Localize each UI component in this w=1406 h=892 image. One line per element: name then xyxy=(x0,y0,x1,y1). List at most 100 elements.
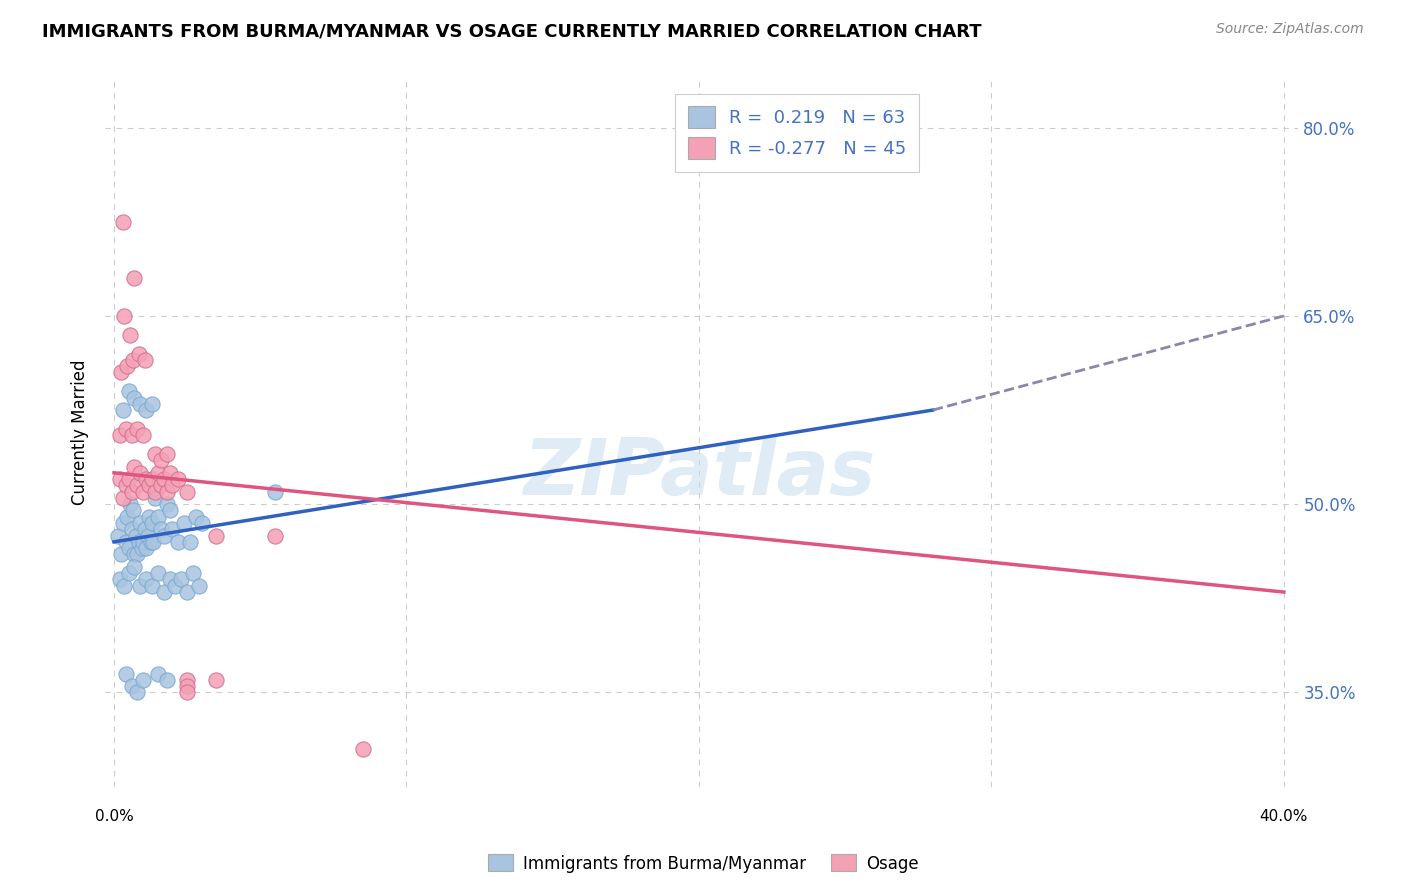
Point xyxy=(176,585,198,599)
Point xyxy=(167,534,190,549)
Point xyxy=(143,491,166,505)
Point xyxy=(111,516,134,530)
Point xyxy=(162,478,184,492)
Point xyxy=(141,397,163,411)
Point xyxy=(112,579,135,593)
Point xyxy=(120,497,142,511)
Point xyxy=(162,522,184,536)
Point xyxy=(135,403,157,417)
Y-axis label: Currently Married: Currently Married xyxy=(72,359,89,505)
Point xyxy=(167,472,190,486)
Point xyxy=(141,516,163,530)
Point xyxy=(173,516,195,530)
Point xyxy=(114,478,136,492)
Point xyxy=(176,673,198,687)
Point xyxy=(135,573,157,587)
Point xyxy=(156,497,179,511)
Point xyxy=(134,352,156,367)
Text: Source: ZipAtlas.com: Source: ZipAtlas.com xyxy=(1216,22,1364,37)
Point xyxy=(181,566,204,581)
Point xyxy=(176,685,198,699)
Point xyxy=(114,534,136,549)
Point xyxy=(159,573,181,587)
Point xyxy=(156,673,179,687)
Point xyxy=(136,528,159,542)
Point xyxy=(176,679,198,693)
Point xyxy=(114,666,136,681)
Point xyxy=(156,447,179,461)
Point xyxy=(132,484,155,499)
Point xyxy=(146,566,169,581)
Point xyxy=(127,478,149,492)
Point xyxy=(134,522,156,536)
Point xyxy=(121,484,143,499)
Point xyxy=(263,484,285,499)
Point xyxy=(111,491,134,505)
Point xyxy=(159,503,181,517)
Point xyxy=(110,548,132,562)
Point xyxy=(149,478,172,492)
Point xyxy=(120,327,142,342)
Point xyxy=(149,522,172,536)
Point xyxy=(132,428,155,442)
Point xyxy=(129,397,152,411)
Point xyxy=(107,528,129,542)
Point xyxy=(124,560,146,574)
Point xyxy=(121,428,143,442)
Point xyxy=(152,472,174,486)
Text: ZIPatlas: ZIPatlas xyxy=(523,434,875,511)
Point xyxy=(135,472,157,486)
Point xyxy=(117,384,139,399)
Point xyxy=(352,742,374,756)
Point xyxy=(187,579,209,593)
Point xyxy=(108,428,131,442)
Point xyxy=(124,459,146,474)
Point xyxy=(141,472,163,486)
Point xyxy=(124,548,146,562)
Point xyxy=(129,516,152,530)
Point xyxy=(115,509,138,524)
Point xyxy=(127,548,149,562)
Point xyxy=(112,309,135,323)
Point xyxy=(121,522,143,536)
Point xyxy=(129,466,152,480)
Legend: R =  0.219   N = 63, R = -0.277   N = 45: R = 0.219 N = 63, R = -0.277 N = 45 xyxy=(675,94,920,172)
Legend: Immigrants from Burma/Myanmar, Osage: Immigrants from Burma/Myanmar, Osage xyxy=(481,847,925,880)
Point xyxy=(127,685,149,699)
Text: IMMIGRANTS FROM BURMA/MYANMAR VS OSAGE CURRENTLY MARRIED CORRELATION CHART: IMMIGRANTS FROM BURMA/MYANMAR VS OSAGE C… xyxy=(42,22,981,40)
Point xyxy=(149,453,172,467)
Point xyxy=(111,403,134,417)
Point xyxy=(117,566,139,581)
Point xyxy=(184,509,207,524)
Point xyxy=(132,534,155,549)
Point xyxy=(125,528,148,542)
Point xyxy=(152,585,174,599)
Point xyxy=(205,673,228,687)
Text: 40.0%: 40.0% xyxy=(1260,809,1308,824)
Point xyxy=(135,541,157,555)
Point xyxy=(156,484,179,499)
Point xyxy=(176,484,198,499)
Point xyxy=(138,509,160,524)
Point xyxy=(190,516,212,530)
Point xyxy=(263,528,285,542)
Point xyxy=(114,422,136,436)
Point xyxy=(108,573,131,587)
Point xyxy=(205,528,228,542)
Point xyxy=(146,509,169,524)
Point xyxy=(152,528,174,542)
Point xyxy=(117,472,139,486)
Point xyxy=(124,391,146,405)
Point xyxy=(117,541,139,555)
Point xyxy=(122,352,145,367)
Point xyxy=(124,271,146,285)
Point xyxy=(179,534,201,549)
Point xyxy=(128,346,150,360)
Point xyxy=(146,666,169,681)
Point xyxy=(143,484,166,499)
Point xyxy=(139,534,162,549)
Text: 0.0%: 0.0% xyxy=(94,809,134,824)
Point xyxy=(108,472,131,486)
Point xyxy=(128,534,150,549)
Point xyxy=(146,466,169,480)
